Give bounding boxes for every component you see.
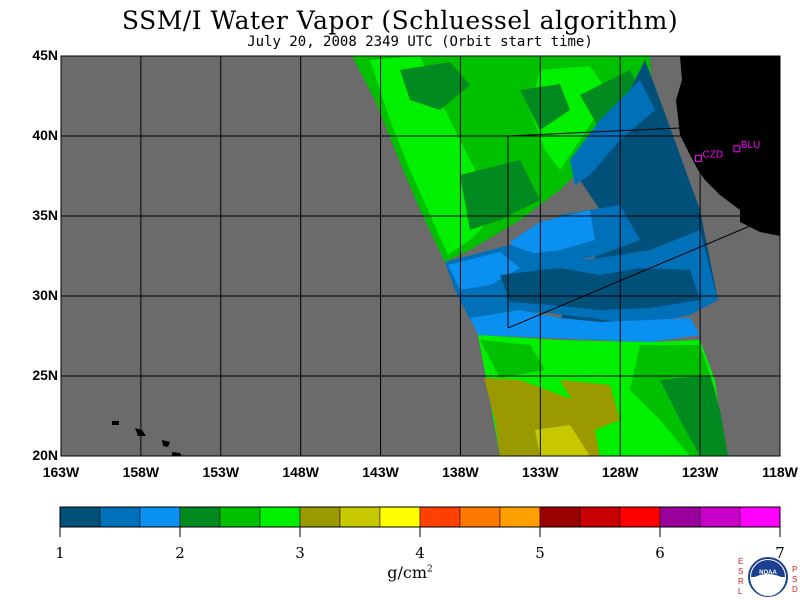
lon-tick-label: 133W bbox=[522, 464, 559, 480]
colorbar-tick-label: 5 bbox=[535, 544, 545, 562]
colorbar-swatch bbox=[739, 506, 781, 528]
lon-tick-label: 153W bbox=[202, 464, 240, 480]
colorbar-swatch bbox=[259, 506, 301, 528]
map-title: SSM/I Water Vapor (Schluessel algorithm) bbox=[121, 6, 679, 35]
colorbar-swatch bbox=[299, 506, 341, 528]
water-vapor-swath bbox=[352, 56, 728, 456]
lat-tick-label: 30N bbox=[32, 287, 58, 303]
colorbar-tick-label: 7 bbox=[775, 544, 785, 562]
colorbar-swatch bbox=[219, 506, 261, 528]
lat-tick-label: 45N bbox=[32, 47, 58, 63]
map-subtitle: July 20, 2008 2349 UTC (Orbit start time… bbox=[247, 34, 593, 50]
colorbar-swatch bbox=[499, 506, 541, 528]
lon-tick-label: 158W bbox=[122, 464, 160, 480]
colorbar-unit: g/cm2 bbox=[387, 563, 433, 582]
lat-tick-label: 20N bbox=[32, 447, 58, 463]
colorbar-swatch bbox=[699, 506, 741, 528]
colorbar-swatch bbox=[59, 506, 101, 528]
colorbar-swatch bbox=[99, 506, 141, 528]
colorbar-swatch bbox=[659, 506, 701, 528]
lon-tick-label: 138W bbox=[442, 464, 479, 480]
colorbar-swatch bbox=[419, 506, 461, 528]
station-label: BLU bbox=[741, 140, 760, 151]
colorbar bbox=[59, 506, 781, 537]
lon-tick-label: 123W bbox=[681, 464, 719, 480]
lat-tick-label: 40N bbox=[32, 127, 58, 143]
colorbar-tick-label: 4 bbox=[415, 544, 425, 562]
colorbar-swatch bbox=[139, 506, 181, 528]
svg-text:NOAA: NOAA bbox=[759, 570, 777, 576]
colorbar-swatch bbox=[579, 506, 621, 528]
lat-tick-label: 35N bbox=[32, 207, 58, 223]
lat-lon-grid bbox=[61, 56, 780, 456]
lon-tick-label: 118W bbox=[762, 464, 798, 480]
colorbar-tick-label: 6 bbox=[655, 544, 665, 562]
map-frame bbox=[60, 55, 781, 457]
colorbar-swatch bbox=[619, 506, 661, 528]
colorbar-swatch bbox=[539, 506, 581, 528]
lon-tick-label: 143W bbox=[362, 464, 399, 480]
lon-tick-label: 163W bbox=[42, 464, 80, 480]
colorbar-swatch bbox=[459, 506, 501, 528]
colorbar-swatch bbox=[379, 506, 421, 528]
lat-tick-label: 25N bbox=[32, 367, 58, 383]
station-label: CZD bbox=[703, 149, 724, 160]
colorbar-tick-label: 1 bbox=[55, 544, 65, 562]
colorbar-tick-label: 3 bbox=[295, 544, 305, 562]
station-markers: CZD BLU bbox=[695, 140, 760, 162]
colorbar-tick-label: 2 bbox=[175, 544, 185, 562]
lon-tick-label: 148W bbox=[282, 464, 319, 480]
colorbar-swatch bbox=[179, 506, 221, 528]
colorbar-swatch bbox=[339, 506, 381, 528]
station-marker bbox=[733, 145, 741, 153]
lon-tick-label: 128W bbox=[601, 464, 639, 480]
station-marker bbox=[695, 154, 703, 162]
